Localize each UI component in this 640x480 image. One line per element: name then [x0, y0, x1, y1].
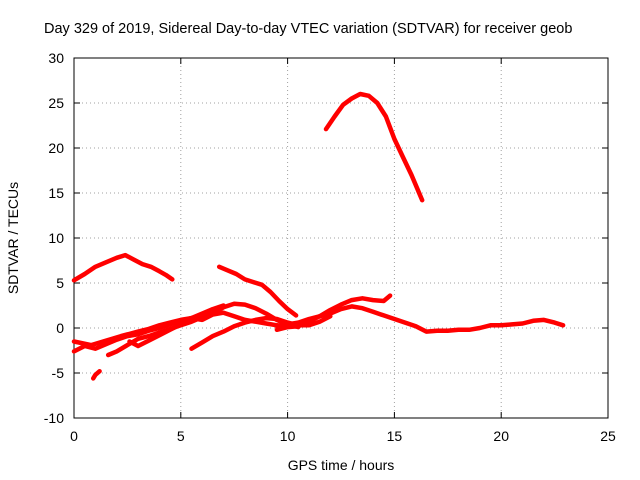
series-line-arc-10 [274, 304, 566, 334]
y-tick-label: 30 [48, 50, 64, 66]
y-tick-label: 10 [48, 230, 64, 246]
x-tick-label: 10 [280, 428, 296, 444]
y-tick-label: 15 [48, 185, 64, 201]
series-layer [71, 91, 566, 381]
y-axis-label: SDTVAR / TECUs [5, 182, 21, 294]
x-tick-label: 25 [600, 428, 616, 444]
y-tick-label: 20 [48, 140, 64, 156]
x-tick-label: 5 [177, 428, 185, 444]
y-tick-label: 25 [48, 95, 64, 111]
series-line-arc-1 [71, 252, 175, 283]
series-line-arc-5 [127, 303, 226, 349]
x-tick-label: 20 [493, 428, 509, 444]
chart-grid [74, 58, 608, 418]
series-line-arc-6 [90, 368, 102, 381]
x-tick-label: 0 [70, 428, 78, 444]
chart-title: Day 329 of 2019, Sidereal Day-to-day VTE… [44, 21, 572, 37]
y-tick-label: -10 [44, 410, 64, 426]
x-tick-label: 15 [387, 428, 403, 444]
series-line-arc-9 [274, 293, 393, 333]
series-line-arc-7 [189, 314, 333, 351]
y-tick-label: 0 [56, 320, 64, 336]
y-tick-label: 5 [56, 275, 64, 291]
series-line-arc-8 [216, 264, 299, 318]
y-tick-label: -5 [52, 365, 65, 381]
x-axis-label: GPS time / hours [288, 457, 395, 473]
axis-ticks: 0 5 10 15 20 25 -10 -5 0 5 10 15 20 25 30 [44, 50, 616, 444]
series-line-arc-11 [323, 91, 425, 203]
